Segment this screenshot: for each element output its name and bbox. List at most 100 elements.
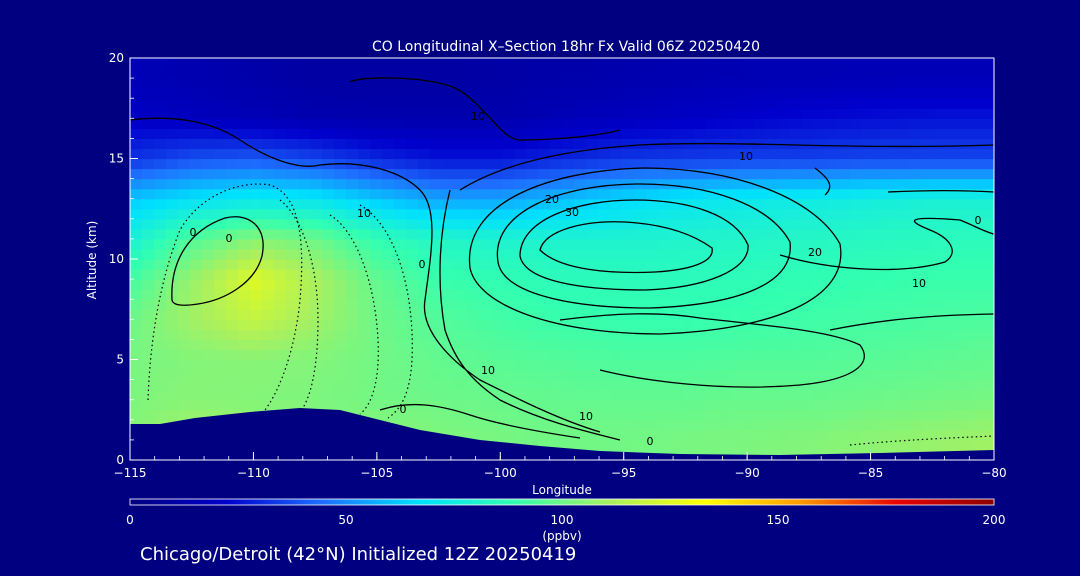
co-field-cell bbox=[538, 208, 551, 220]
co-field-cell bbox=[142, 118, 155, 129]
co-field-cell bbox=[718, 188, 731, 200]
co-field-cell bbox=[730, 439, 743, 451]
co-field-cell bbox=[178, 88, 191, 99]
co-field-cell bbox=[598, 68, 611, 79]
co-field-cell bbox=[874, 68, 887, 79]
co-field-cell bbox=[598, 419, 611, 431]
co-field-cell bbox=[646, 148, 659, 160]
co-field-cell bbox=[322, 329, 335, 340]
co-field-cell bbox=[262, 138, 275, 150]
co-field-cell bbox=[370, 359, 383, 371]
co-field-cell bbox=[238, 208, 251, 220]
co-field-cell bbox=[574, 279, 587, 290]
co-field-cell bbox=[682, 58, 695, 69]
co-field-cell bbox=[706, 88, 719, 99]
x-tick-label: −100 bbox=[484, 466, 517, 480]
co-field-cell bbox=[406, 208, 419, 220]
co-field-cell bbox=[262, 299, 275, 310]
co-field-cell bbox=[154, 158, 167, 170]
co-field-cell bbox=[370, 299, 383, 310]
co-field-cell bbox=[382, 58, 395, 69]
co-field-cell bbox=[562, 58, 575, 69]
co-field-cell bbox=[166, 58, 179, 69]
co-field-cell bbox=[370, 238, 383, 250]
co-field-cell bbox=[442, 128, 455, 139]
co-field-cell bbox=[730, 429, 743, 441]
co-field-cell bbox=[394, 269, 407, 280]
co-field-cell bbox=[394, 118, 407, 129]
co-field-cell bbox=[466, 299, 479, 310]
co-field-cell bbox=[910, 279, 923, 290]
co-field-cell bbox=[454, 248, 467, 260]
co-field-cell bbox=[850, 58, 863, 69]
co-field-cell bbox=[406, 218, 419, 230]
co-field-cell bbox=[430, 88, 443, 99]
co-field-cell bbox=[850, 349, 863, 361]
co-field-cell bbox=[514, 289, 527, 300]
co-field-cell bbox=[466, 319, 479, 330]
co-field-cell bbox=[934, 58, 947, 69]
co-field-cell bbox=[310, 228, 323, 240]
co-field-cell bbox=[214, 238, 227, 250]
co-field-cell bbox=[334, 248, 347, 260]
co-field-cell bbox=[814, 379, 827, 391]
x-axis-ticks: −115 −110 −105 −100 −95 −90 −85 −80 bbox=[114, 452, 1007, 480]
co-field-cell bbox=[382, 389, 395, 401]
co-field-cell bbox=[154, 289, 167, 300]
co-field-cell bbox=[802, 349, 815, 361]
co-field-cell bbox=[454, 198, 467, 210]
co-field-cell bbox=[166, 299, 179, 310]
co-field-cell bbox=[502, 289, 515, 300]
co-field-cell bbox=[910, 319, 923, 330]
co-field-cell bbox=[382, 68, 395, 79]
co-field-cell bbox=[694, 228, 707, 240]
co-field-cell bbox=[442, 379, 455, 391]
co-field-cell bbox=[742, 359, 755, 371]
co-field-cell bbox=[934, 148, 947, 160]
co-field-cell bbox=[262, 148, 275, 160]
co-field-cell bbox=[622, 228, 635, 240]
co-field-cell bbox=[814, 419, 827, 431]
co-field-cell bbox=[790, 198, 803, 210]
co-field-cell bbox=[718, 98, 731, 109]
co-field-cell bbox=[310, 359, 323, 371]
co-field-cell bbox=[850, 359, 863, 371]
co-field-cell bbox=[766, 118, 779, 129]
co-field-cell bbox=[718, 379, 731, 391]
co-field-cell bbox=[874, 88, 887, 99]
co-field-cell bbox=[610, 148, 623, 160]
co-field-cell bbox=[958, 259, 971, 270]
co-field-cell bbox=[634, 108, 647, 119]
co-field-cell bbox=[790, 58, 803, 69]
co-field-cell bbox=[970, 269, 983, 280]
co-field-cell bbox=[562, 339, 575, 351]
co-field-cell bbox=[334, 238, 347, 250]
co-field-cell bbox=[622, 359, 635, 371]
co-field-cell bbox=[406, 269, 419, 280]
co-field-cell bbox=[802, 369, 815, 381]
co-field-cell bbox=[190, 248, 203, 260]
co-field-cell bbox=[646, 58, 659, 69]
co-field-cell bbox=[466, 289, 479, 300]
co-field-cell bbox=[838, 389, 851, 401]
colorbar-tick-label: 100 bbox=[551, 513, 574, 527]
co-field-cell bbox=[718, 228, 731, 240]
co-field-cell bbox=[706, 148, 719, 160]
co-field-cell bbox=[622, 409, 635, 421]
co-field-cell bbox=[802, 178, 815, 190]
co-field-cell bbox=[874, 309, 887, 320]
co-field-cell bbox=[826, 158, 839, 170]
co-field-cell bbox=[310, 178, 323, 190]
co-field-cell bbox=[586, 409, 599, 421]
co-field-cell bbox=[742, 379, 755, 391]
co-field-cell bbox=[610, 198, 623, 210]
co-field-cell bbox=[658, 248, 671, 260]
co-field-cell bbox=[850, 198, 863, 210]
co-field-cell bbox=[874, 198, 887, 210]
co-field-cell bbox=[442, 289, 455, 300]
co-field-cell bbox=[634, 138, 647, 150]
co-field-cell bbox=[982, 108, 994, 119]
co-field-cell bbox=[154, 148, 167, 160]
co-field-cell bbox=[970, 78, 983, 89]
co-field-cell bbox=[682, 178, 695, 190]
